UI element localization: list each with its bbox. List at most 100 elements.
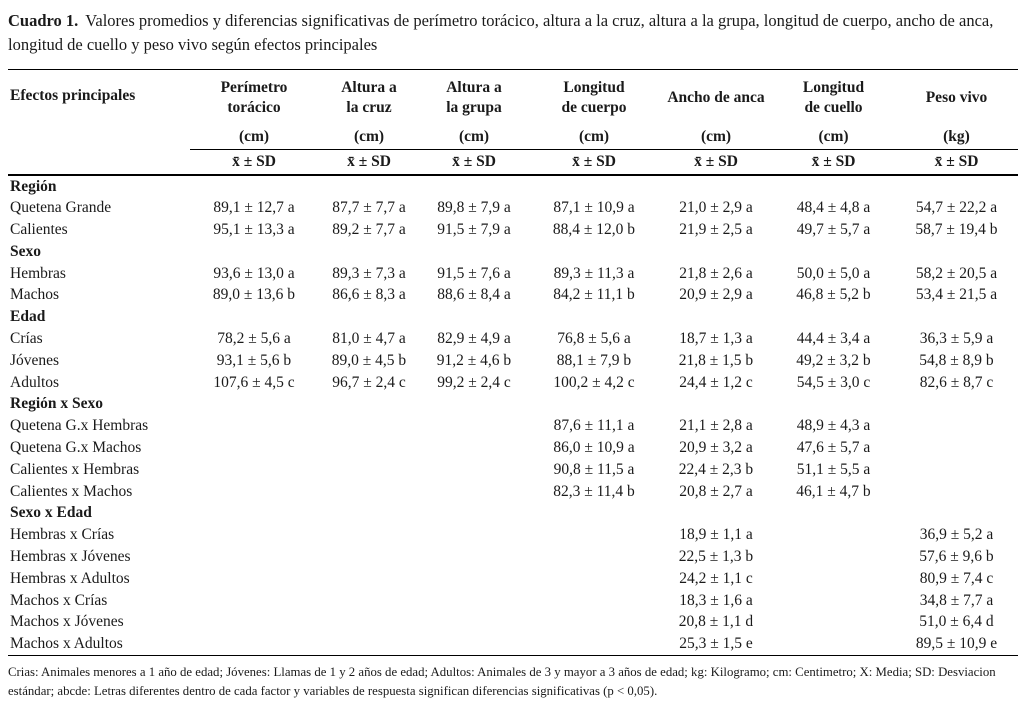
- value-cell: [772, 546, 895, 568]
- value-cell: [772, 611, 895, 633]
- value-cell: [190, 590, 318, 612]
- value-cell: [895, 415, 1018, 437]
- table-row: Hembras x Adultos 24,2 ± 1,1 c 80,9 ± 7,4 …: [8, 568, 1018, 590]
- value-cell: [420, 546, 528, 568]
- value-cell: [420, 415, 528, 437]
- value-cell: [772, 568, 895, 590]
- table-title-text: Valores promedios y diferencias signific…: [8, 11, 994, 54]
- value-cell: 21,8 ± 1,5 b: [678, 351, 754, 369]
- row-label: Quetena G.x Hembras: [10, 417, 149, 435]
- stat-label: x̄ ± SD: [190, 149, 318, 176]
- value-cell: 82,3 ± 11,4 b: [553, 482, 635, 500]
- value-cell: [420, 590, 528, 612]
- value-cell: 57,6 ± 9,6 b: [919, 548, 994, 566]
- table-header: Efectos principales Perímetro torácico A…: [8, 69, 1018, 176]
- unit-label: (cm): [772, 125, 895, 150]
- value-cell: [318, 437, 420, 459]
- section-row: Edad: [8, 306, 1018, 328]
- value-cell: 54,8 ± 8,9 b: [919, 351, 994, 369]
- value-cell: [190, 437, 318, 459]
- table-footnote: Crias: Animales menores a 1 año de edad;…: [8, 665, 996, 699]
- table-row: Hembras x Jóvenes 22,5 ± 1,3 b 57,6 ± 9,6 …: [8, 546, 1018, 568]
- unit-label: (cm): [528, 125, 660, 150]
- section-row: Sexo x Edad: [8, 502, 1018, 524]
- value-cell: 82,6 ± 8,7 c: [919, 373, 994, 391]
- value-cell: 91,5 ± 7,9 a: [437, 221, 511, 239]
- column-header-ancho-anca: Ancho de anca: [667, 88, 765, 106]
- value-cell: [318, 481, 420, 503]
- row-label: Machos x Adultos: [10, 635, 123, 653]
- value-cell: 20,8 ± 1,1 d: [678, 613, 754, 631]
- row-label: Quetena G.x Machos: [10, 439, 142, 457]
- section-header: Sexo: [10, 242, 41, 260]
- stat-label: x̄ ± SD: [895, 149, 1018, 176]
- row-label: Machos x Jóvenes: [10, 613, 124, 631]
- column-header-longitud-cuello: Longitud de cuello: [802, 78, 865, 116]
- value-cell: 89,3 ± 7,3 a: [332, 264, 406, 282]
- table-row: Machos x Jóvenes 20,8 ± 1,1 d 51,0 ± 6,4 d: [8, 611, 1018, 633]
- value-cell: [420, 459, 528, 481]
- value-cell: [190, 524, 318, 546]
- table-row: Machos x Crías 18,3 ± 1,6 a 34,8 ± 7,7 a: [8, 590, 1018, 612]
- stat-label: x̄ ± SD: [772, 149, 895, 176]
- value-cell: [318, 524, 420, 546]
- value-cell: 46,8 ± 5,2 b: [796, 286, 871, 304]
- unit-label: (kg): [895, 125, 1018, 150]
- value-cell: 90,8 ± 11,5 a: [553, 460, 635, 478]
- table-row: Quetena G.x Machos 86,0 ± 10,9 a 20,9 ± 3,…: [8, 437, 1018, 459]
- column-header-peso-vivo: Peso vivo: [925, 88, 988, 106]
- value-cell: 89,0 ± 13,6 b: [212, 286, 296, 304]
- value-cell: 88,4 ± 12,0 b: [552, 221, 636, 239]
- table-row: Jóvenes 93,1 ± 5,6 b 89,0 ± 4,5 b 91,2 ± 4,…: [8, 350, 1018, 372]
- section-row: Región: [8, 175, 1018, 198]
- table-row: Calientes x Hembras 90,8 ± 11,5 a 22,4 ± 2…: [8, 459, 1018, 481]
- row-label: Machos x Crías: [10, 591, 108, 609]
- unit-label: (cm): [660, 125, 772, 150]
- value-cell: 54,7 ± 22,2 a: [915, 199, 998, 217]
- row-label: Hembras x Crías: [10, 526, 115, 544]
- value-cell: 80,9 ± 7,4 c: [919, 569, 994, 587]
- header-stat-row: x̄ ± SD x̄ ± SD x̄ ± SD x̄ ± SD x̄ ± SD …: [8, 149, 1018, 176]
- column-header-effects: Efectos principales: [8, 69, 190, 176]
- value-cell: [895, 459, 1018, 481]
- value-cell: 20,9 ± 3,2 a: [679, 439, 753, 457]
- value-cell: 44,4 ± 3,4 a: [796, 330, 871, 348]
- value-cell: 34,8 ± 7,7 a: [919, 591, 994, 609]
- value-cell: [318, 459, 420, 481]
- value-cell: [190, 611, 318, 633]
- value-cell: [318, 415, 420, 437]
- section-header: Sexo x Edad: [10, 504, 92, 522]
- value-cell: [895, 437, 1018, 459]
- value-cell: 88,6 ± 8,4 a: [437, 286, 511, 304]
- value-cell: 58,7 ± 19,4 b: [915, 221, 998, 239]
- stat-label: x̄ ± SD: [528, 149, 660, 176]
- value-cell: 51,1 ± 5,5 a: [796, 460, 871, 478]
- table-caption: Cuadro 1. Valores promedios y diferencias…: [8, 9, 1018, 57]
- value-cell: 89,8 ± 7,9 a: [437, 199, 511, 217]
- value-cell: 51,0 ± 6,4 d: [919, 613, 994, 631]
- value-cell: [190, 568, 318, 590]
- value-cell: 48,4 ± 4,8 a: [796, 199, 871, 217]
- value-cell: 89,2 ± 7,7 a: [332, 221, 406, 239]
- value-cell: 48,9 ± 4,3 a: [796, 417, 871, 435]
- value-cell: 88,1 ± 7,9 b: [556, 351, 632, 369]
- value-cell: [318, 611, 420, 633]
- value-cell: 24,2 ± 1,1 c: [679, 569, 753, 587]
- stat-label: x̄ ± SD: [660, 149, 772, 176]
- value-cell: 49,7 ± 5,7 a: [796, 221, 871, 239]
- table-row: Machos x Adultos 25,3 ± 1,5 e 89,5 ± 10,9 …: [8, 633, 1018, 655]
- value-cell: 100,2 ± 4,2 c: [553, 373, 635, 391]
- value-cell: 84,2 ± 11,1 b: [553, 286, 635, 304]
- value-cell: [190, 481, 318, 503]
- value-cell: 22,5 ± 1,3 b: [678, 548, 754, 566]
- value-cell: 50,0 ± 5,0 a: [796, 264, 871, 282]
- value-cell: 82,9 ± 4,9 a: [437, 330, 511, 348]
- section-header: Región x Sexo: [10, 395, 103, 413]
- value-cell: 20,8 ± 2,7 a: [679, 482, 753, 500]
- table-row: Quetena Grande 89,1 ± 12,7 a 87,7 ± 7,7 a 8…: [8, 197, 1018, 219]
- value-cell: 22,4 ± 2,3 b: [678, 460, 754, 478]
- value-cell: 76,8 ± 5,6 a: [557, 330, 631, 348]
- row-label: Quetena Grande: [10, 199, 112, 217]
- value-cell: 107,6 ± 4,5 c: [213, 373, 295, 391]
